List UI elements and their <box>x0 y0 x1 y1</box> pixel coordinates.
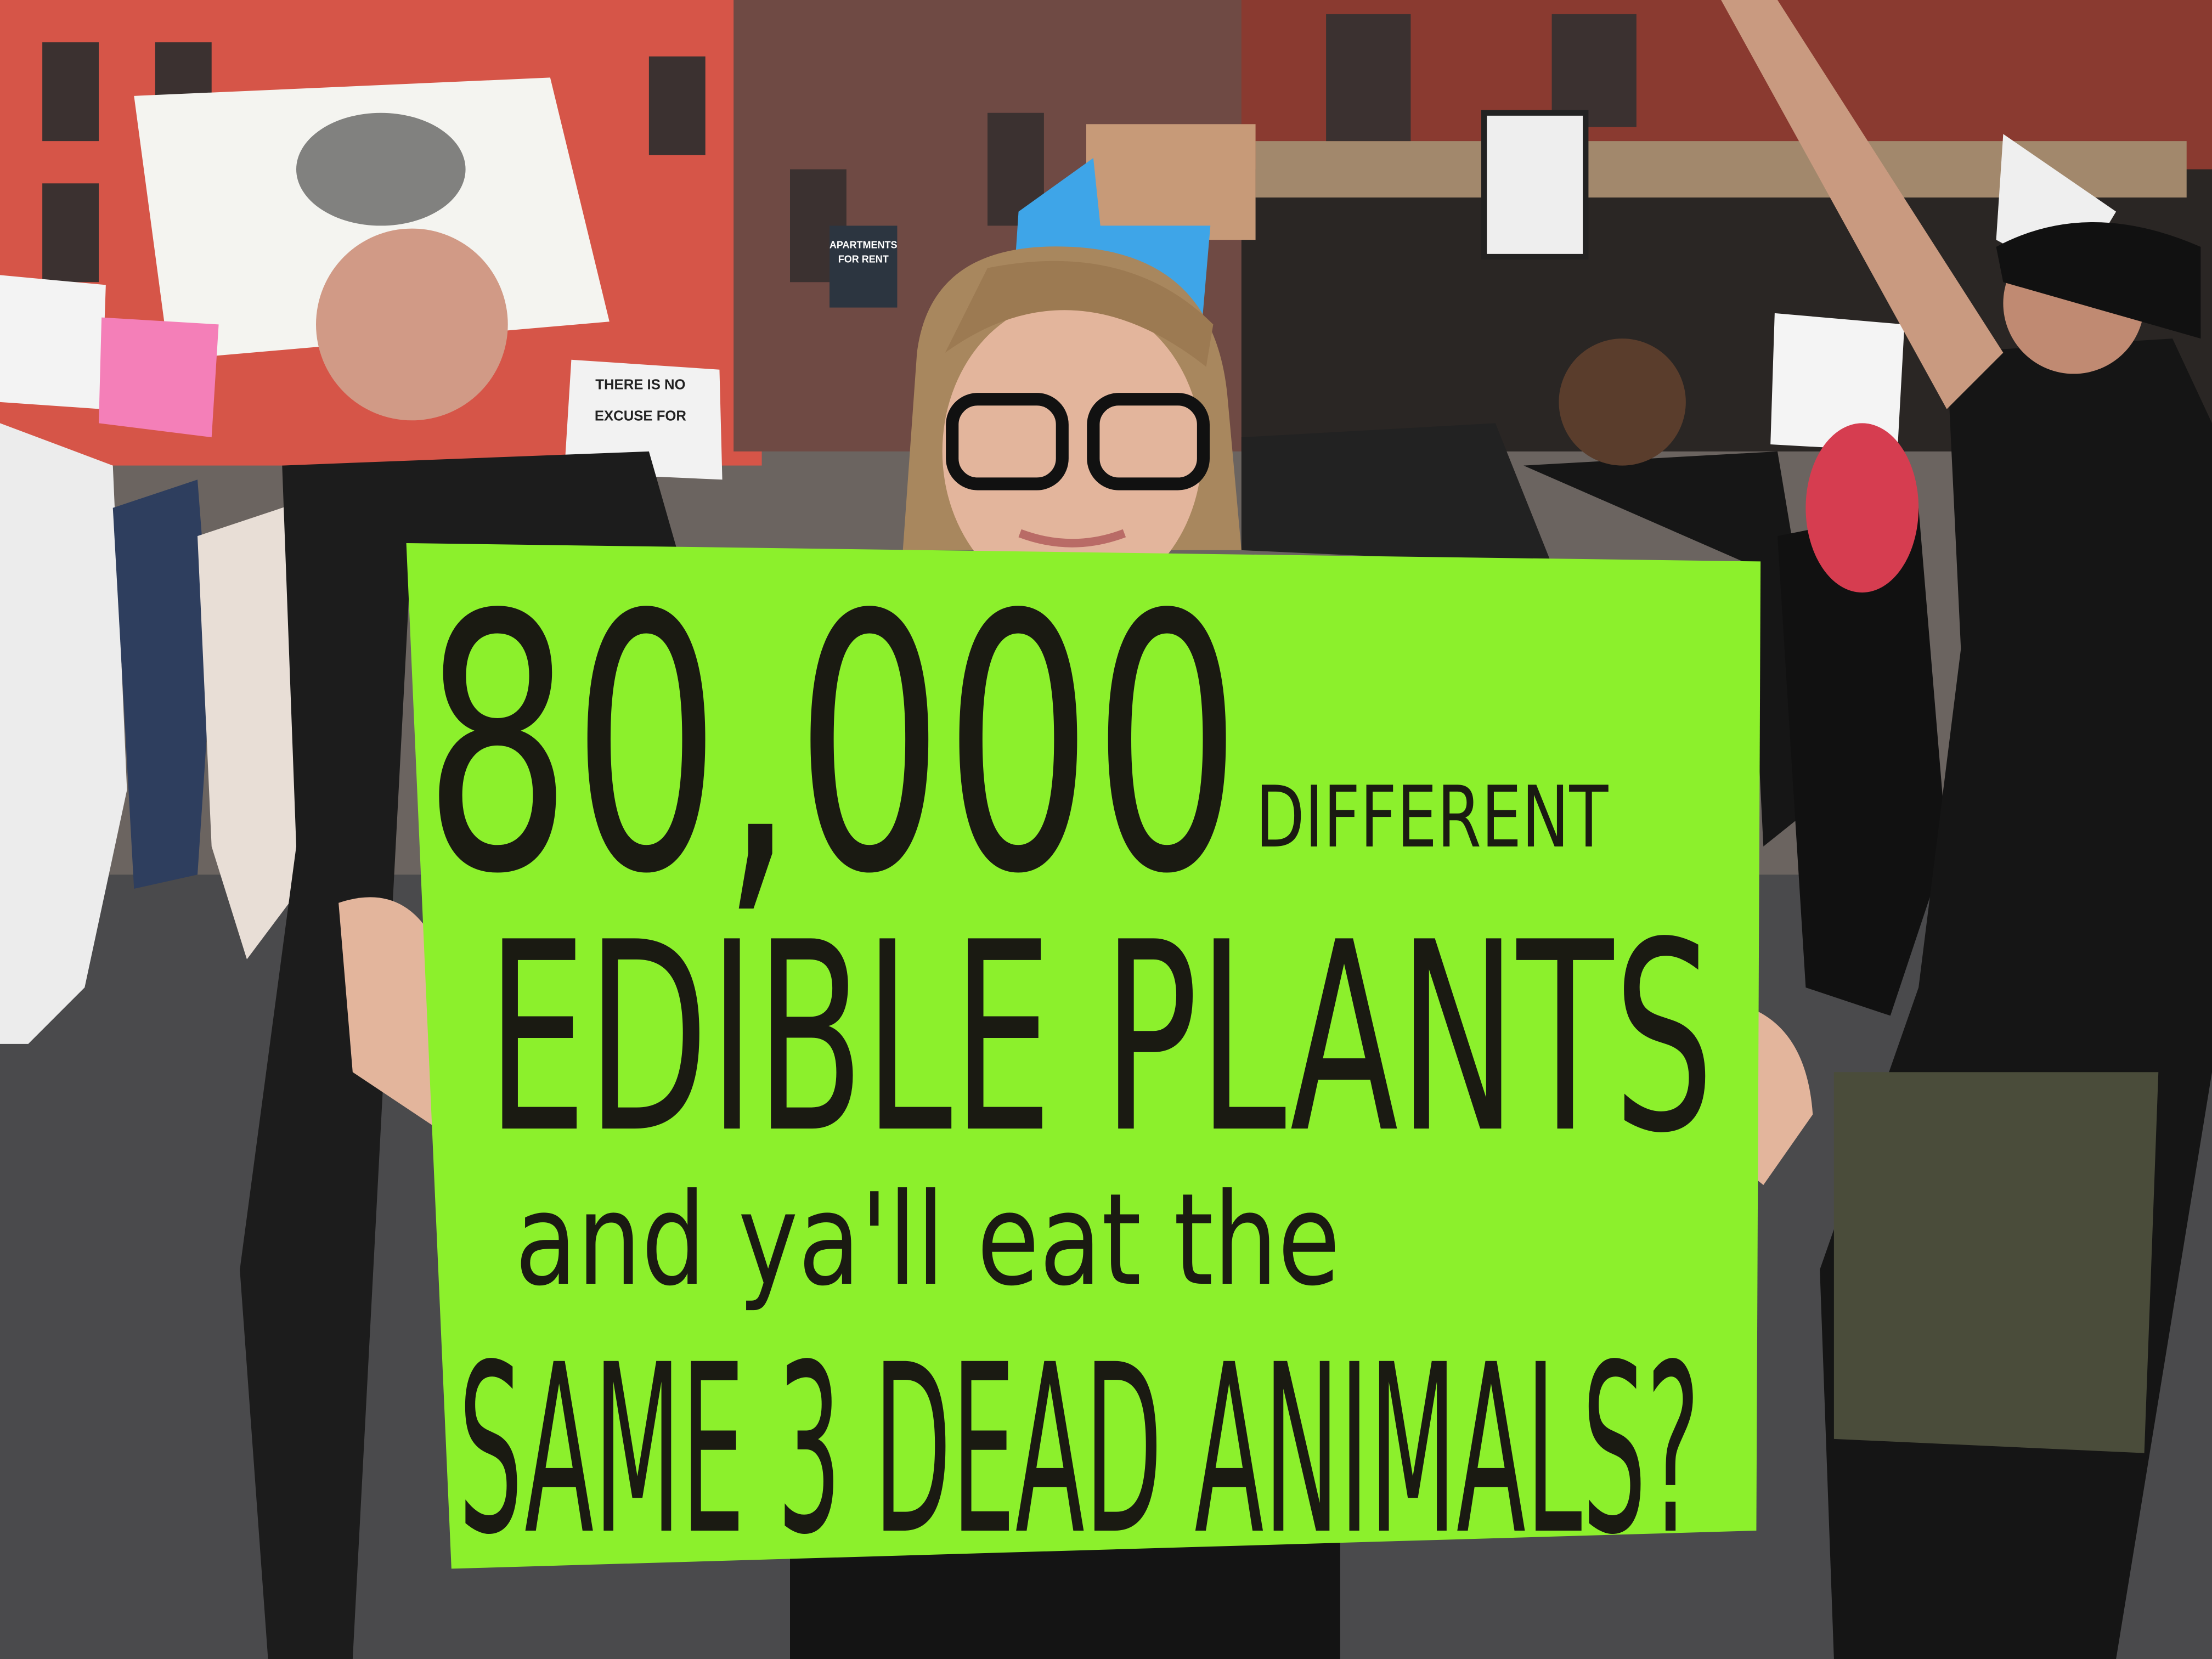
white-sign <box>0 275 106 409</box>
chicken-drawing <box>296 112 466 226</box>
excuse-sign-text: EXCUSE FOR <box>595 408 687 424</box>
sign-line: EDIBLE PLANTS <box>487 887 1714 1190</box>
sign-number: 80,000 <box>423 540 1241 951</box>
pink-sign <box>99 317 219 438</box>
sign-line: DIFFERENT <box>1256 769 1609 867</box>
green-sign <box>406 543 1761 1569</box>
rent-sign-text: APARTMENTS <box>830 240 898 251</box>
hanging-sign <box>1481 110 1589 260</box>
excuse-sign <box>564 359 723 480</box>
rent-sign <box>830 225 898 308</box>
rent-sign-text: FOR RENT <box>838 253 889 264</box>
excuse-sign-text: THERE IS NO <box>595 377 685 393</box>
cardboard-box <box>1086 124 1256 240</box>
white-sign-right <box>1770 313 1905 452</box>
sign-line: and ya'll eat the <box>515 1166 1340 1314</box>
sign-line: SAME 3 DEAD ANIMALS? <box>459 1315 1700 1586</box>
